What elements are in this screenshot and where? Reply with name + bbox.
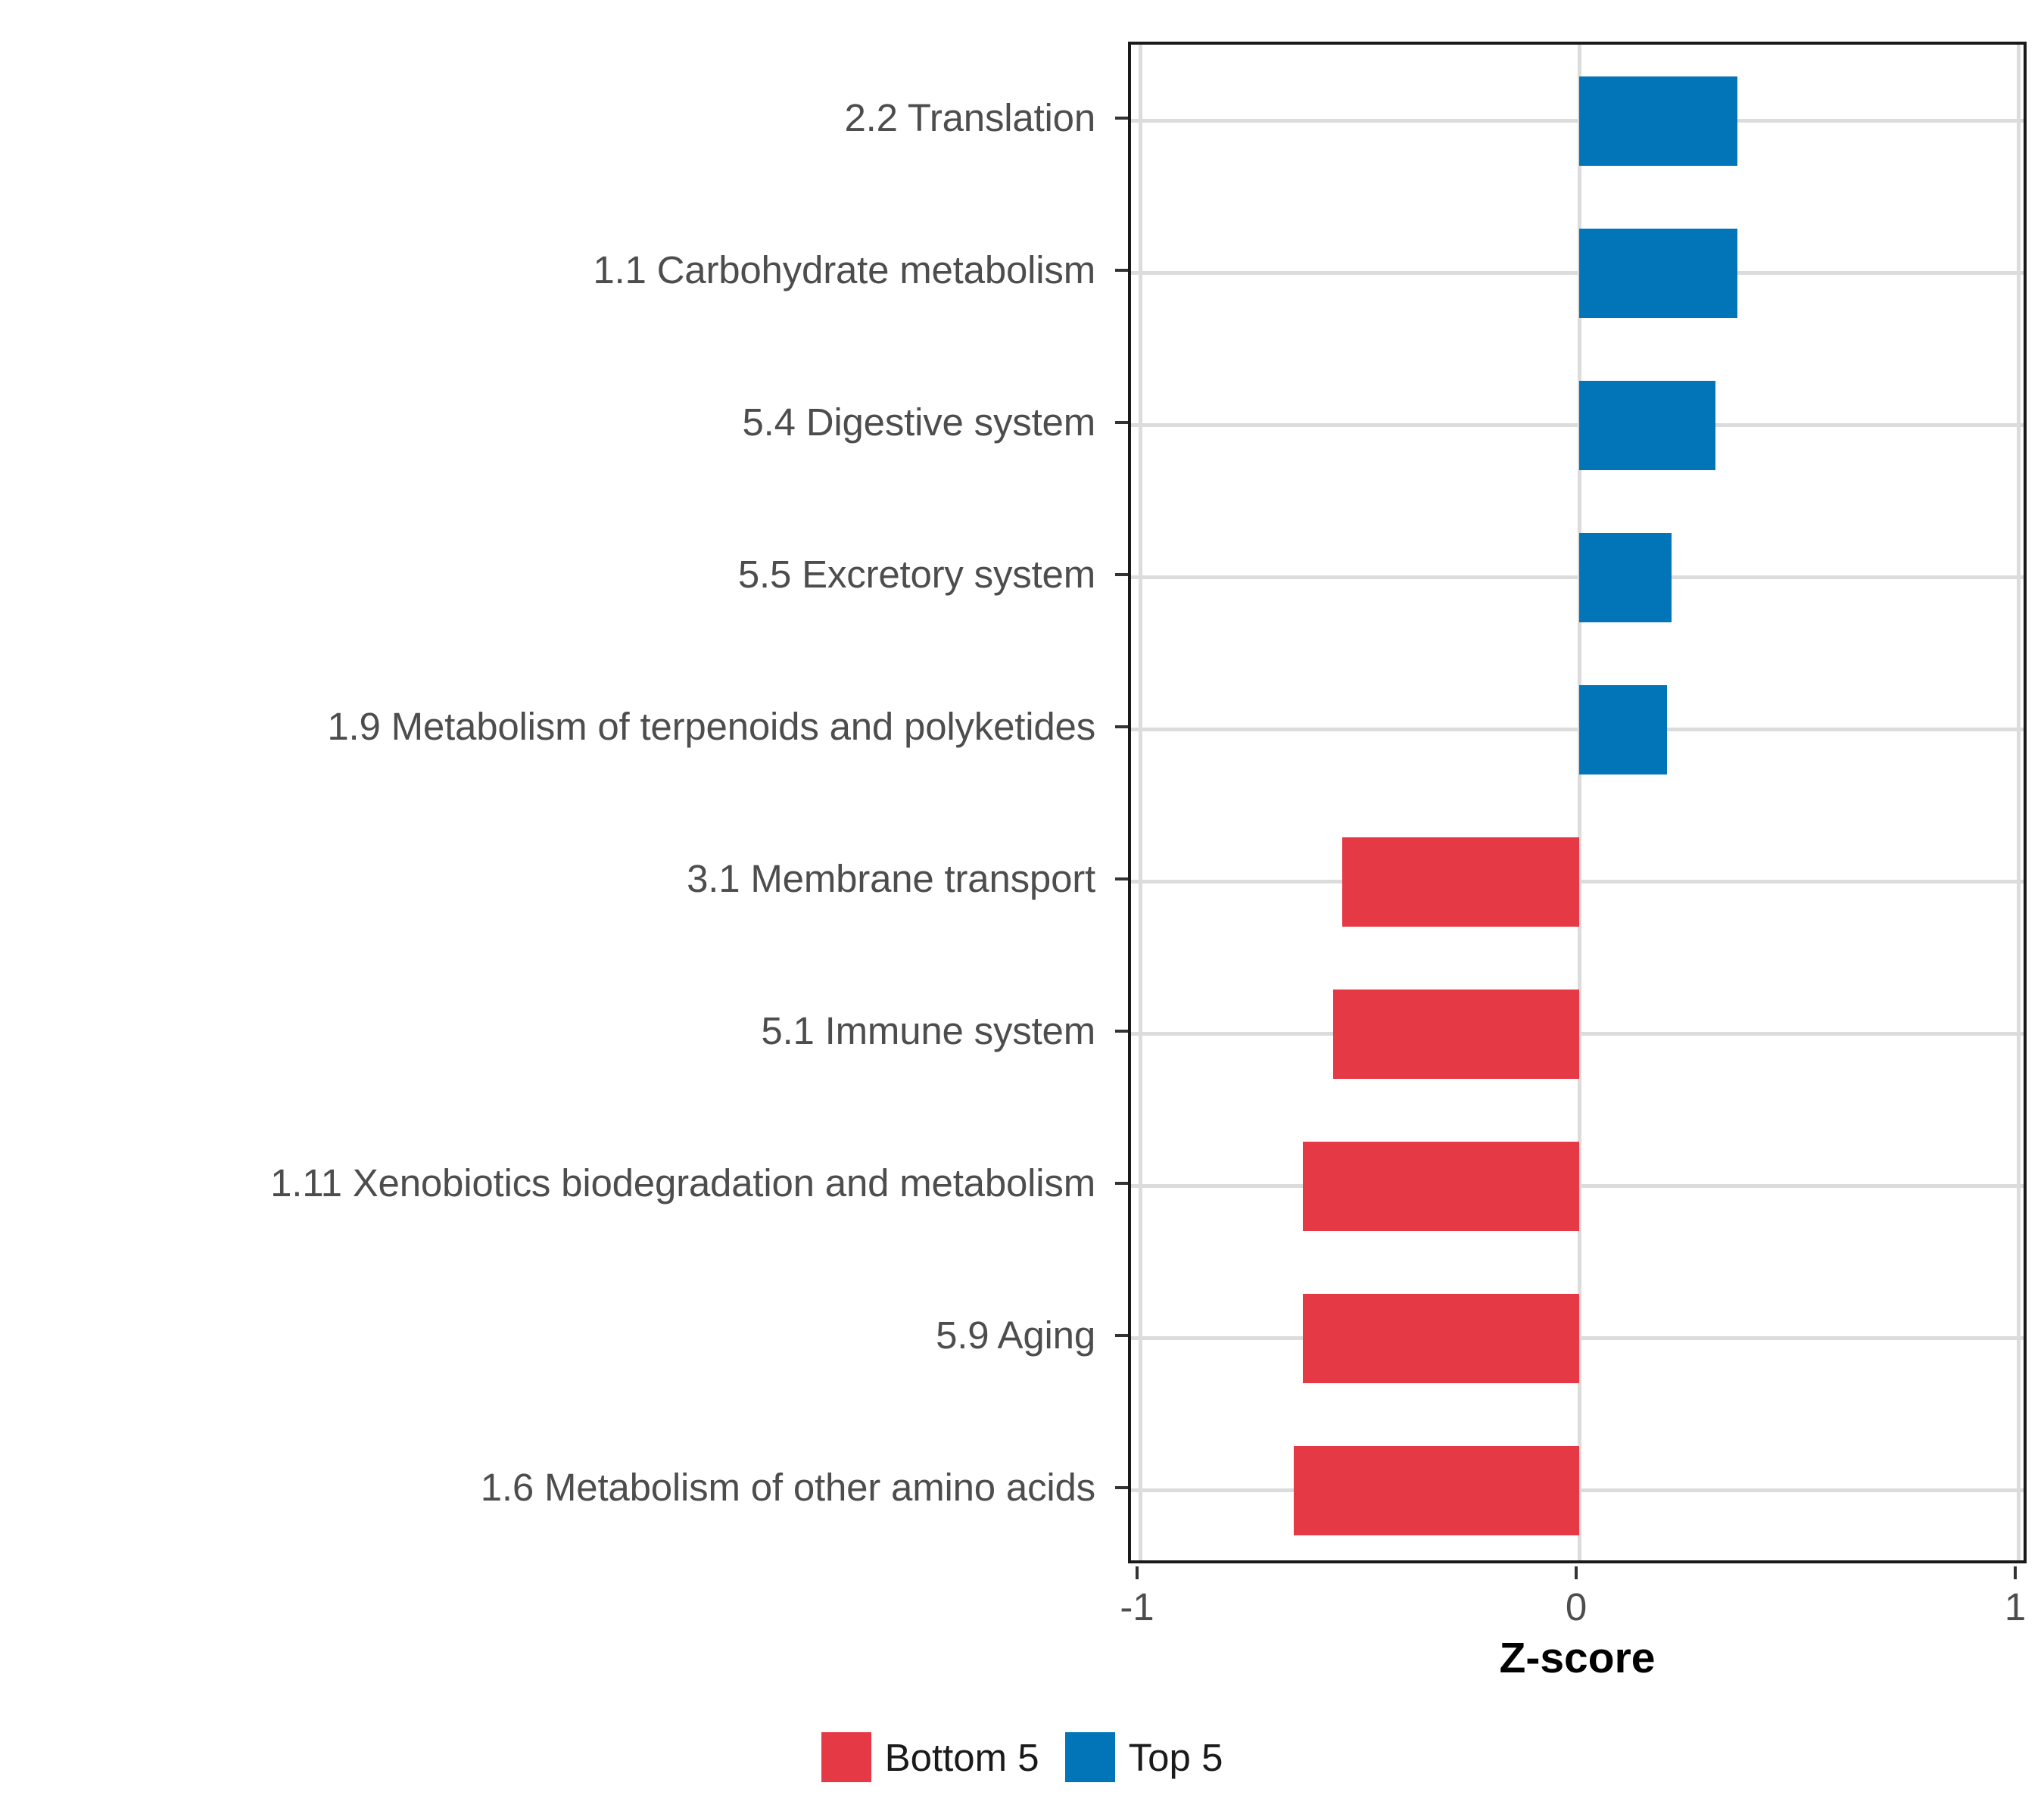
y-axis-tick-mark bbox=[1115, 268, 1128, 272]
y-axis-tick-mark bbox=[1115, 1485, 1128, 1489]
y-axis-tick-label-text: 1.9 Metabolism of terpenoids and polyket… bbox=[327, 705, 1095, 748]
chart-legend: Bottom 5 Top 5 bbox=[0, 1732, 2044, 1782]
bar[interactable] bbox=[1341, 837, 1579, 927]
legend-swatch-top-5 bbox=[1064, 1732, 1115, 1782]
y-axis-tick-label-text: 1.1 Carbohydrate metabolism bbox=[593, 248, 1095, 291]
y-axis-tick-label: 3.1 Membrane transport bbox=[0, 853, 1101, 905]
y-axis-tick-label: 5.1 Immune system bbox=[0, 1005, 1101, 1057]
y-axis-tick-label-text: 5.4 Digestive system bbox=[742, 400, 1095, 444]
y-axis-tick-label: 1.6 Metabolism of other amino acids bbox=[0, 1462, 1101, 1513]
y-axis-tick-label: 1.9 Metabolism of terpenoids and polyket… bbox=[0, 701, 1101, 753]
y-axis-tick-label-text: 5.9 Aging bbox=[936, 1314, 1095, 1357]
y-axis-tick-label-text: 3.1 Membrane transport bbox=[687, 857, 1095, 900]
gridline-vertical bbox=[2016, 45, 2021, 1560]
x-axis-tick-mark bbox=[1575, 1566, 1578, 1579]
y-axis-tick-mark bbox=[1115, 1333, 1128, 1337]
y-axis-tick-label-text: 1.6 Metabolism of other amino acids bbox=[480, 1466, 1095, 1509]
y-axis-tick-label-text: 1.11 Xenobiotics biodegradation and meta… bbox=[270, 1161, 1095, 1205]
legend-label-bottom-5: Bottom 5 bbox=[884, 1735, 1039, 1779]
y-axis-tick-mark bbox=[1115, 116, 1128, 120]
y-axis-tick-label: 1.1 Carbohydrate metabolism bbox=[0, 245, 1101, 296]
y-axis-tick-label: 2.2 Translation bbox=[0, 92, 1101, 144]
x-axis-tick-label: 1 bbox=[2004, 1585, 2027, 1628]
x-axis-tick-mark bbox=[1136, 1566, 1139, 1579]
legend-swatch-bottom-5 bbox=[821, 1732, 871, 1782]
bar[interactable] bbox=[1333, 989, 1579, 1079]
y-axis-tick-mark bbox=[1115, 1029, 1128, 1033]
gridline-vertical bbox=[1577, 45, 1581, 1560]
bar[interactable] bbox=[1579, 684, 1667, 774]
y-axis-tick-label-text: 5.5 Excretory system bbox=[737, 553, 1095, 596]
y-axis-tick-label-text: 5.1 Immune system bbox=[761, 1009, 1095, 1052]
y-axis-labels: 2.2 Translation 1.1 Carbohydrate metaboli… bbox=[0, 42, 1128, 1563]
bar[interactable] bbox=[1302, 1293, 1579, 1383]
y-axis-tick-mark bbox=[1115, 1181, 1128, 1185]
y-axis-tick-mark bbox=[1115, 420, 1128, 424]
legend-entry-bottom-5[interactable]: Bottom 5 bbox=[821, 1732, 1039, 1782]
x-axis-tick-mark bbox=[2014, 1566, 2017, 1579]
bar[interactable] bbox=[1579, 228, 1737, 318]
bar[interactable] bbox=[1294, 1445, 1579, 1535]
plot-panel bbox=[1128, 42, 2027, 1563]
x-axis-tick-label: 0 bbox=[1565, 1585, 1588, 1628]
y-axis-tick-label: 5.9 Aging bbox=[0, 1310, 1101, 1361]
y-axis-tick-label: 5.4 Digestive system bbox=[0, 397, 1101, 448]
y-axis-tick-mark bbox=[1115, 572, 1128, 576]
bar[interactable] bbox=[1579, 76, 1737, 166]
x-axis-tick-label: -1 bbox=[1120, 1585, 1154, 1628]
legend-label-top-5: Top 5 bbox=[1128, 1735, 1223, 1779]
bar[interactable] bbox=[1302, 1141, 1579, 1231]
plot-area bbox=[1131, 45, 2024, 1560]
x-axis-title-text: Z-score bbox=[1499, 1634, 1656, 1682]
y-axis-tick-mark bbox=[1115, 877, 1128, 880]
x-axis-title: Z-score bbox=[1128, 1637, 2027, 1680]
y-axis-tick-label: 5.5 Excretory system bbox=[0, 549, 1101, 600]
y-axis-tick-mark bbox=[1115, 725, 1128, 728]
gridline-vertical bbox=[1138, 45, 1142, 1560]
legend-entry-top-5[interactable]: Top 5 bbox=[1064, 1732, 1223, 1782]
bar[interactable] bbox=[1579, 380, 1715, 470]
y-axis-tick-label: 1.11 Xenobiotics biodegradation and meta… bbox=[0, 1158, 1101, 1209]
bar[interactable] bbox=[1579, 532, 1672, 622]
y-axis-tick-label-text: 2.2 Translation bbox=[844, 96, 1095, 139]
